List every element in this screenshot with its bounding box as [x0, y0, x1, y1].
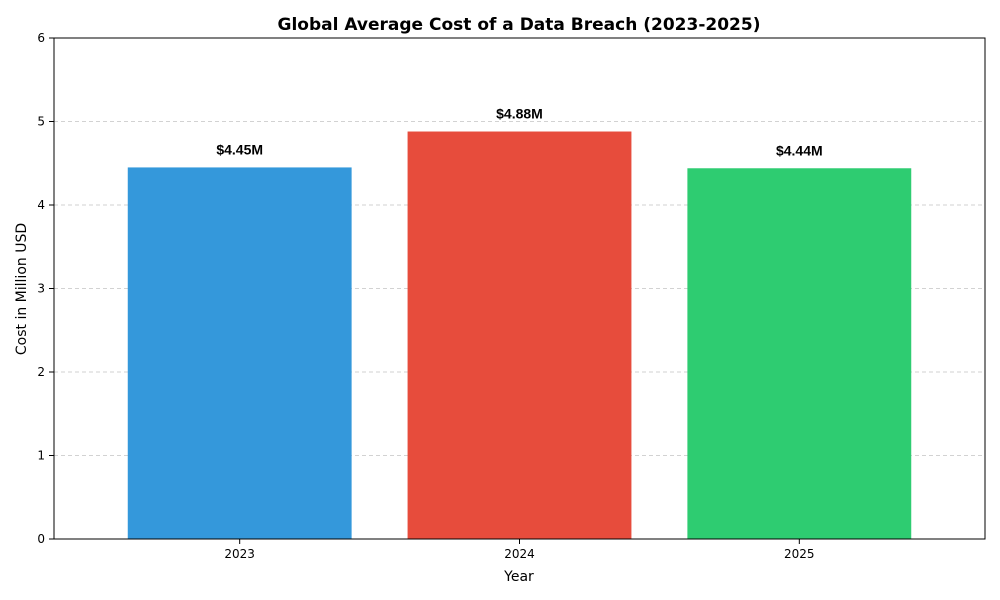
data-label-2023: $4.45M [216, 141, 263, 157]
y-tick-label: 0 [37, 532, 45, 546]
bar-2025 [687, 168, 912, 539]
y-tick-label: 6 [37, 31, 45, 45]
y-tick-label: 4 [37, 198, 45, 212]
y-axis-ticks: 0 1 2 3 4 5 6 [37, 31, 54, 546]
y-tick-label: 5 [37, 115, 45, 129]
x-axis-label: Year [503, 569, 534, 585]
data-label-2024: $4.88M [496, 106, 543, 122]
bars [127, 131, 912, 540]
x-tick-label: 2024 [504, 547, 535, 561]
y-tick-label: 3 [37, 282, 45, 296]
y-tick-label: 1 [37, 449, 45, 463]
data-labels: $4.45M $4.88M $4.44M [216, 106, 822, 159]
bar-2023 [127, 167, 352, 540]
bar-2024 [407, 131, 632, 539]
chart-title: Global Average Cost of a Data Breach (20… [278, 15, 761, 35]
y-axis-label: Cost in Million USD [14, 223, 30, 355]
x-tick-label: 2023 [224, 547, 255, 561]
y-tick-label: 2 [37, 365, 45, 379]
data-label-2025: $4.44M [776, 142, 823, 158]
x-tick-label: 2025 [784, 547, 815, 561]
x-axis-ticks: 2023 2024 2025 [224, 539, 815, 561]
